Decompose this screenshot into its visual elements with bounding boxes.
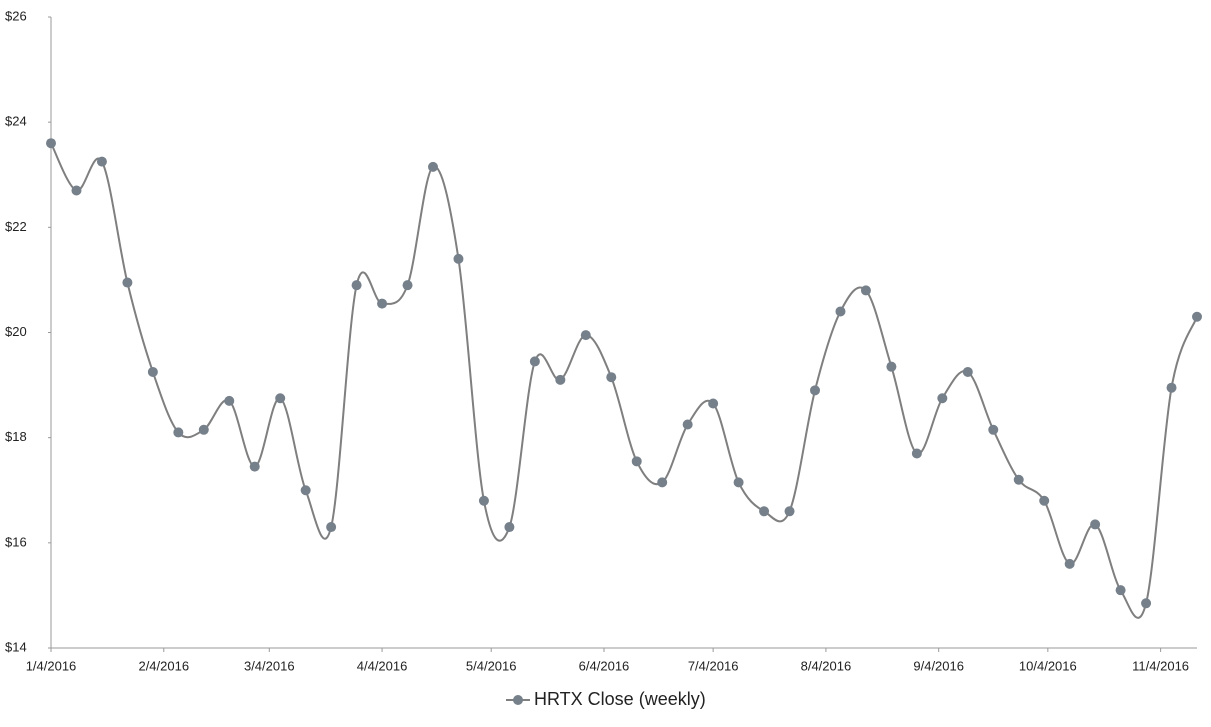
x-tick-label: 6/4/2016 bbox=[579, 658, 630, 673]
data-point bbox=[326, 522, 337, 533]
x-tick-label: 4/4/2016 bbox=[357, 658, 408, 673]
data-point bbox=[606, 372, 617, 383]
data-point bbox=[46, 138, 56, 149]
data-point bbox=[911, 448, 922, 459]
data-point bbox=[708, 398, 719, 409]
data-point bbox=[377, 298, 388, 309]
data-point bbox=[1166, 382, 1177, 393]
x-tick-label: 5/4/2016 bbox=[466, 658, 517, 673]
data-point bbox=[198, 424, 209, 435]
data-point bbox=[886, 361, 897, 372]
y-tick-label: $24 bbox=[5, 114, 27, 129]
data-point bbox=[1090, 519, 1101, 530]
data-point bbox=[478, 495, 489, 506]
data-point bbox=[71, 185, 82, 196]
data-point bbox=[122, 277, 133, 288]
x-tick-label: 2/4/2016 bbox=[138, 658, 189, 673]
data-point bbox=[351, 280, 362, 291]
data-point bbox=[657, 477, 668, 488]
data-point bbox=[580, 330, 591, 341]
x-tick-label: 10/4/2016 bbox=[1019, 658, 1077, 673]
data-point bbox=[300, 485, 311, 496]
data-point bbox=[759, 506, 770, 517]
y-tick-label: $22 bbox=[5, 219, 27, 234]
data-point bbox=[529, 356, 540, 367]
y-tick-label: $16 bbox=[5, 534, 27, 549]
data-point bbox=[173, 427, 184, 438]
x-tick-label: 1/4/2016 bbox=[26, 658, 77, 673]
data-point bbox=[835, 306, 846, 317]
data-point bbox=[1192, 311, 1202, 322]
data-point bbox=[988, 424, 999, 435]
data-point bbox=[402, 280, 413, 291]
data-point bbox=[275, 393, 286, 404]
legend-label: HRTX Close (weekly) bbox=[534, 689, 706, 709]
x-tick-label: 3/4/2016 bbox=[244, 658, 295, 673]
data-point bbox=[1013, 474, 1024, 485]
data-point bbox=[1141, 598, 1152, 609]
y-tick-label: $20 bbox=[5, 324, 27, 339]
data-point bbox=[428, 161, 438, 172]
data-point bbox=[1115, 585, 1126, 596]
data-point bbox=[504, 522, 515, 533]
data-point bbox=[224, 395, 235, 406]
x-tick-label: 11/4/2016 bbox=[1132, 658, 1189, 673]
y-tick-label: $18 bbox=[5, 429, 27, 444]
data-point bbox=[631, 456, 642, 467]
data-point bbox=[453, 253, 464, 264]
data-point bbox=[810, 385, 820, 396]
legend-marker bbox=[513, 695, 523, 705]
data-point bbox=[860, 285, 871, 296]
data-point bbox=[962, 366, 973, 377]
x-tick-label: 9/4/2016 bbox=[913, 658, 964, 673]
data-point bbox=[1039, 495, 1050, 506]
data-point bbox=[1064, 558, 1075, 569]
y-tick-label: $26 bbox=[5, 8, 27, 23]
data-point bbox=[147, 366, 158, 377]
data-point bbox=[784, 506, 795, 517]
series-line bbox=[50, 142, 1198, 619]
data-point bbox=[249, 461, 260, 472]
data-point bbox=[555, 374, 566, 385]
data-point bbox=[96, 156, 107, 167]
data-point bbox=[937, 393, 948, 404]
data-point bbox=[682, 419, 693, 430]
x-tick-label: 8/4/2016 bbox=[801, 658, 852, 673]
x-tick-label: 7/4/2016 bbox=[688, 658, 739, 673]
data-point bbox=[733, 477, 744, 488]
y-tick-label: $14 bbox=[5, 639, 27, 654]
